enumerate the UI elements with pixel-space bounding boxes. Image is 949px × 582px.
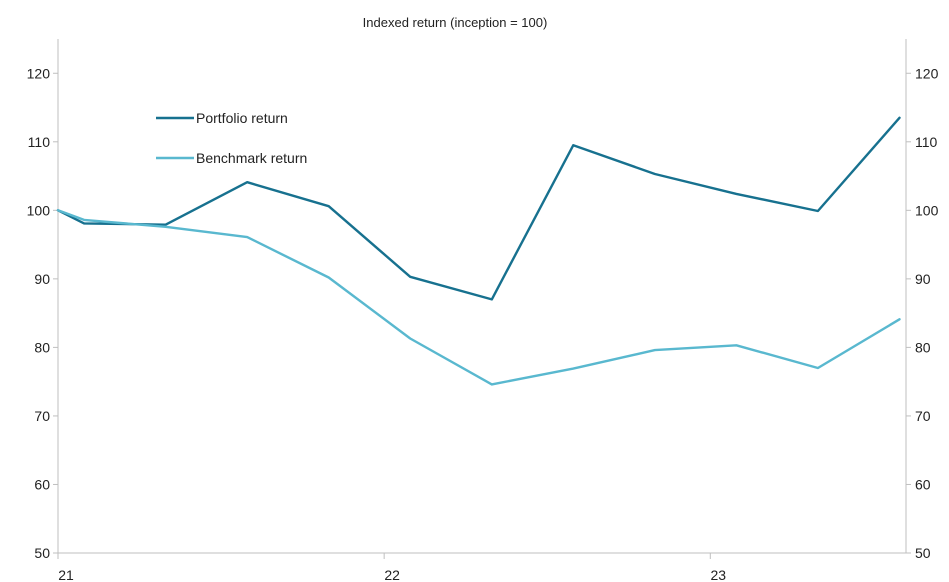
y-tick-label-left: 70 [34,408,50,424]
y-tick-label-right: 110 [915,134,938,150]
y-tick-label-left: 60 [34,476,50,492]
y-tick-label-left: 50 [34,545,50,561]
chart-title: Indexed return (inception = 100) [363,15,548,30]
y-tick-label-right: 90 [915,271,931,287]
y-tick-label-left: 100 [27,202,51,218]
y-tick-label-right: 50 [915,545,931,561]
y-tick-label-left: 120 [27,65,51,81]
legend-label-1: Portfolio return [196,110,288,126]
legend-label-2: Benchmark return [196,150,307,166]
y-tick-label-right: 100 [915,202,939,218]
axes: 50 50 60 60 70 70 80 80 90 90 100 100 110 110 120 120 21… [27,39,939,582]
x-tick-label: 23 [711,567,727,582]
y-tick-label-right: 70 [915,408,931,424]
y-tick-label-right: 80 [915,339,931,355]
series-layer [56,116,901,386]
y-tick-label-left: 90 [34,271,50,287]
y-tick-label-left: 80 [34,339,50,355]
x-tick-label: 22 [384,567,400,582]
legend: Portfolio return Benchmark return [156,110,307,166]
y-tick-label-right: 120 [915,65,939,81]
series-line-1 [56,116,901,301]
y-tick-label-right: 60 [915,476,931,492]
x-tick-label: 21 [58,567,74,582]
series-line-2 [56,209,901,386]
y-tick-label-left: 110 [28,134,51,150]
